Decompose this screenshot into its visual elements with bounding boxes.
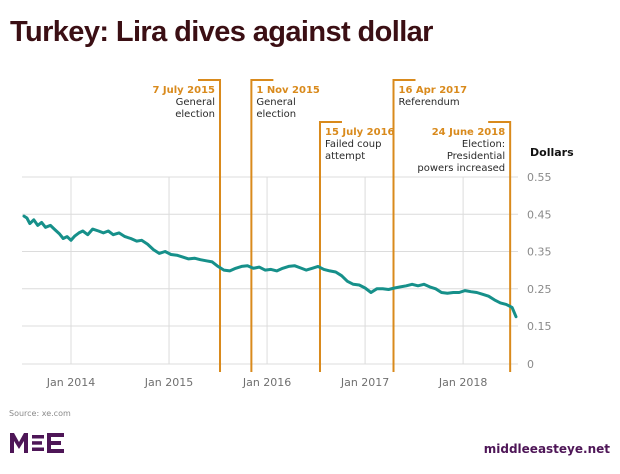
- series-group: [22, 214, 518, 319]
- x-tick-label: Jan 2018: [438, 376, 487, 389]
- mee-logo[interactable]: [9, 432, 67, 458]
- y-tick-label: 0.15: [527, 320, 552, 333]
- source-note: Source: xe.com: [9, 409, 71, 418]
- y-tick-label: 0.55: [527, 171, 552, 184]
- annotation-text: Failed coup: [325, 139, 382, 150]
- mee-logo-mark: [10, 433, 64, 453]
- series-line: [22, 214, 518, 319]
- x-tick-label: Jan 2016: [242, 376, 291, 389]
- y-tick-label: 0.25: [527, 283, 552, 296]
- annotation-line: [318, 121, 342, 372]
- y-tick-label: 0.45: [527, 208, 552, 221]
- annotation-text: election: [256, 109, 296, 120]
- annotation-line: [392, 79, 416, 372]
- annotation-text: General: [176, 97, 215, 108]
- y-axis-labels: 0.55 0.45 0.35 0.25 0.15 0: [527, 171, 552, 371]
- y-axis-title: Dollars: [530, 146, 574, 159]
- site-link[interactable]: middleeasteye.net: [483, 442, 610, 456]
- annotation-text: General: [256, 97, 295, 108]
- x-tick-label: Jan 2014: [46, 376, 95, 389]
- annotation-text: election: [175, 109, 215, 120]
- y-tick-label: 0.35: [527, 246, 552, 259]
- annotation-line: [488, 121, 512, 372]
- x-axis-labels: Jan 2014 Jan 2015 Jan 2016 Jan 2017 Jan 2018: [46, 376, 488, 389]
- y-tick-label: 0: [527, 358, 534, 371]
- annotation-date: 24 June 2018: [432, 127, 505, 138]
- annotation-text: attempt: [325, 151, 365, 162]
- annotation-text: Election:: [462, 139, 505, 150]
- y-gridlines: [22, 176, 518, 365]
- annotation-line: [250, 79, 274, 372]
- annotation-date: 16 Apr 2017: [399, 85, 468, 96]
- annotation-text: Presidential: [447, 151, 505, 162]
- annotation-date: 15 July 2016: [325, 127, 395, 138]
- x-tick-label: Jan 2017: [340, 376, 389, 389]
- annotation-text: powers increased: [417, 163, 505, 174]
- x-gridlines: [70, 177, 464, 364]
- chart-title: Turkey: Lira dives against dollar: [10, 16, 433, 48]
- x-tick-label: Jan 2015: [144, 376, 193, 389]
- annotation-line: [198, 79, 222, 372]
- annotation-text: Referendum: [399, 97, 460, 108]
- annotation-date: 7 July 2015: [152, 85, 215, 96]
- annotation-date: 1 Nov 2015: [256, 85, 320, 96]
- annotation-lines: [198, 79, 512, 372]
